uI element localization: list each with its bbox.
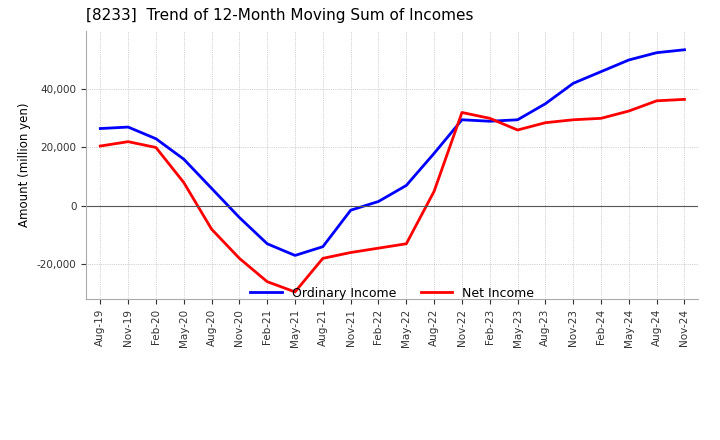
Net Income <box>458 110 467 115</box>
Ordinary Income <box>318 244 327 249</box>
Ordinary Income <box>291 253 300 258</box>
Ordinary Income <box>346 208 355 213</box>
Ordinary Income <box>402 183 410 188</box>
Ordinary Income <box>680 47 689 52</box>
Legend: Ordinary Income, Net Income: Ordinary Income, Net Income <box>246 282 539 304</box>
Ordinary Income <box>569 81 577 86</box>
Ordinary Income <box>235 215 243 220</box>
Ordinary Income <box>374 199 383 204</box>
Net Income <box>597 116 606 121</box>
Ordinary Income <box>485 119 494 124</box>
Net Income <box>541 120 550 125</box>
Net Income <box>652 98 661 103</box>
Net Income <box>263 279 271 284</box>
Y-axis label: Amount (million yen): Amount (million yen) <box>19 103 32 227</box>
Net Income <box>624 108 633 114</box>
Net Income <box>485 116 494 121</box>
Net Income <box>291 289 300 294</box>
Net Income <box>235 256 243 261</box>
Ordinary Income <box>124 125 132 130</box>
Ordinary Income <box>513 117 522 122</box>
Ordinary Income <box>458 117 467 122</box>
Net Income <box>513 127 522 132</box>
Ordinary Income <box>597 69 606 74</box>
Line: Ordinary Income: Ordinary Income <box>100 50 685 256</box>
Net Income <box>430 189 438 194</box>
Net Income <box>152 145 161 150</box>
Ordinary Income <box>152 136 161 141</box>
Line: Net Income: Net Income <box>100 99 685 292</box>
Net Income <box>680 97 689 102</box>
Net Income <box>124 139 132 144</box>
Net Income <box>96 143 104 149</box>
Net Income <box>318 256 327 261</box>
Text: [8233]  Trend of 12-Month Moving Sum of Incomes: [8233] Trend of 12-Month Moving Sum of I… <box>86 7 474 23</box>
Ordinary Income <box>624 57 633 62</box>
Net Income <box>207 227 216 232</box>
Ordinary Income <box>652 50 661 55</box>
Net Income <box>569 117 577 122</box>
Net Income <box>179 180 188 185</box>
Ordinary Income <box>207 186 216 191</box>
Net Income <box>402 241 410 246</box>
Net Income <box>374 246 383 251</box>
Ordinary Income <box>541 101 550 106</box>
Ordinary Income <box>179 157 188 162</box>
Ordinary Income <box>430 150 438 156</box>
Net Income <box>346 250 355 255</box>
Ordinary Income <box>263 241 271 246</box>
Ordinary Income <box>96 126 104 131</box>
